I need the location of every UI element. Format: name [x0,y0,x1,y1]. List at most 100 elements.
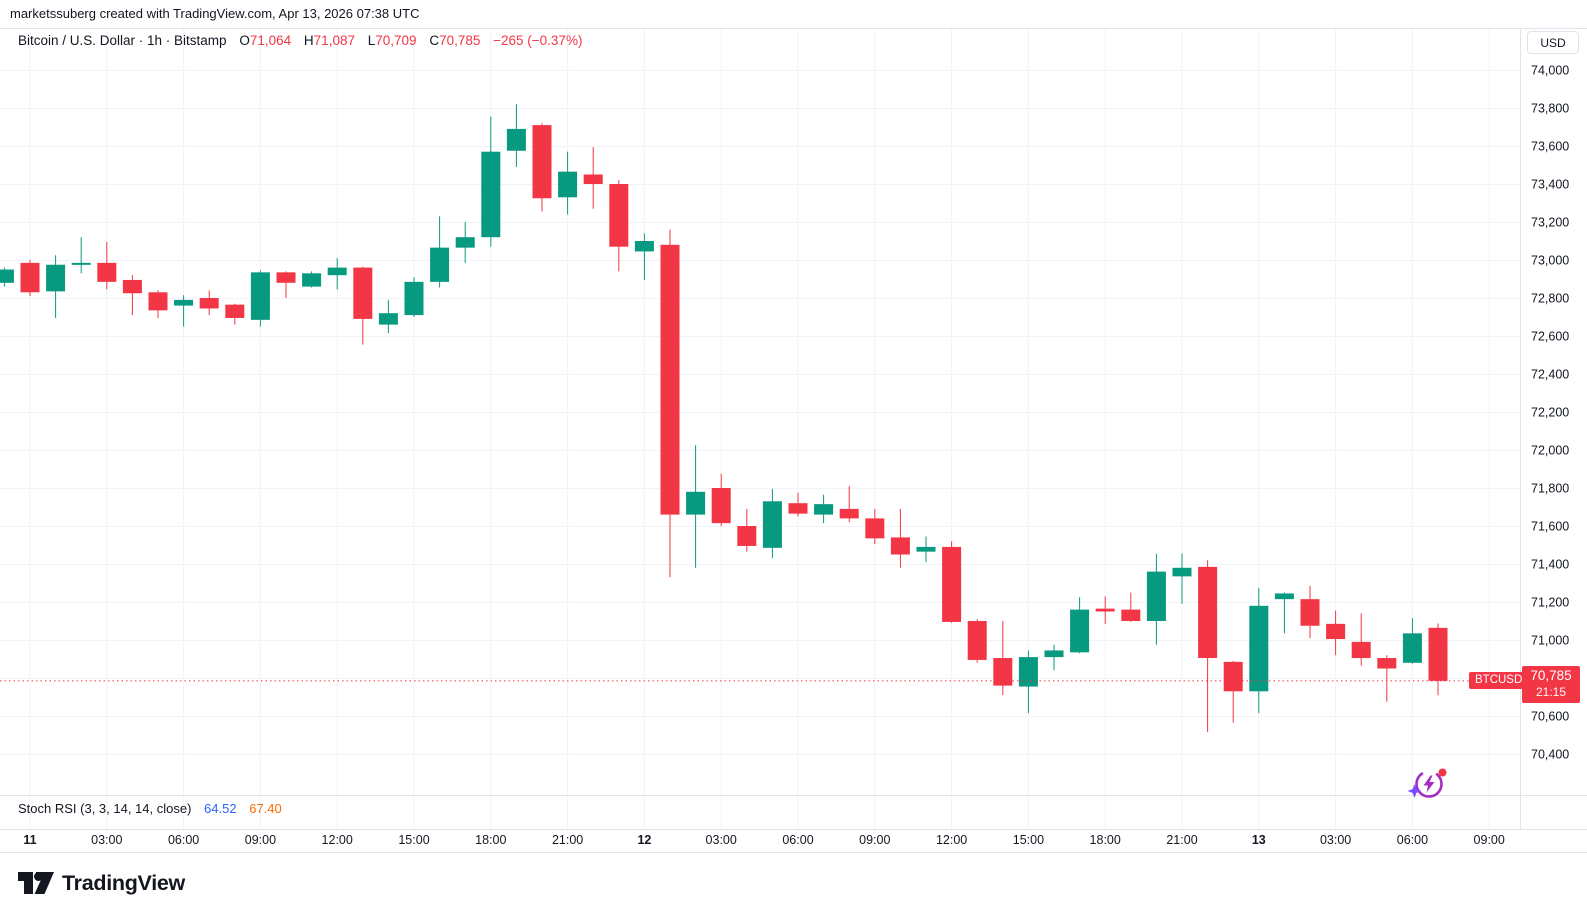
time-tick-label: 18:00 [1090,833,1121,847]
candle [1300,585,1320,639]
indicator-title[interactable]: Stoch RSI (3, 3, 14, 14, close) [18,801,192,816]
price-tick-label: 73,600 [1531,140,1569,154]
candle [506,104,526,167]
candle [634,233,654,280]
candle [993,621,1013,696]
price-tick-label: 72,000 [1531,444,1569,458]
last-price-value: 70,785 [1530,668,1572,683]
open-value: 71,064 [249,33,292,48]
bar-countdown: 21:15 [1535,685,1567,699]
candle [353,266,373,345]
candle [327,258,347,290]
spark-ai-icon[interactable] [1406,764,1452,806]
candlestick-series [0,104,1448,733]
close-label: C [429,33,440,48]
price-tick-label: 71,400 [1531,558,1569,572]
price-axis[interactable] [1521,28,1587,829]
time-tick-label: 09:00 [1474,833,1505,847]
time-tick-label: 21:00 [1166,833,1197,847]
price-tick-label: 72,200 [1531,406,1569,420]
candle [814,494,834,524]
time-axis[interactable] [0,829,1587,852]
candle [455,222,475,263]
candle [1428,623,1448,696]
symbol-header: Bitcoin / U.S. Dollar · 1h · Bitstamp O7… [18,33,582,48]
candle [1018,650,1038,714]
open-label: O [239,33,250,48]
candle [250,270,270,327]
price-tick-label: 71,000 [1531,634,1569,648]
tradingview-logo-text: TradingView [62,870,185,895]
time-tick-label: 12:00 [322,833,353,847]
time-tick-label: 21:00 [552,833,583,847]
candle [20,260,40,297]
ticker-label-tag: BTCUSD [1469,672,1529,689]
candle [1249,587,1269,714]
candle [1095,596,1115,624]
price-tick-label: 71,200 [1531,596,1569,610]
time-tick-label: 11 [23,833,36,847]
time-tick-label: 15:00 [1013,833,1044,847]
candle [865,508,885,545]
candle [378,299,398,334]
candle [1402,618,1422,664]
candle [148,290,168,318]
price-tick-label: 72,600 [1531,330,1569,344]
symbol-title[interactable]: Bitcoin / U.S. Dollar · 1h · Bitstamp [18,33,227,48]
high-value: 71,087 [313,33,355,48]
candle [1146,553,1166,645]
time-tick-label: 15:00 [398,833,429,847]
low-value: 70,709 [375,33,417,48]
candle [1274,592,1294,634]
low-label: L [367,33,376,48]
candle [942,541,962,623]
stoch-d-value: 67.40 [249,801,282,816]
candle [481,116,501,247]
candle [583,146,603,209]
candle [1351,613,1371,666]
time-tick-label: 06:00 [782,833,813,847]
high-label: H [303,33,314,48]
candle [686,445,706,568]
price-tick-label: 72,400 [1531,368,1569,382]
candle [122,275,142,316]
price-tick-label: 71,600 [1531,520,1569,534]
time-tick-label: 09:00 [245,833,276,847]
attribution-text: marketssuberg created with TradingView.c… [10,6,420,21]
candle [1377,655,1397,702]
chart-canvas[interactable]: 74,000 73,800 73,600 73,400 73,200 73,000 72,8… [0,0,1587,860]
price-tick-label: 71,800 [1531,482,1569,496]
tradingview-logo[interactable]: TradingView [18,870,185,896]
price-tick-label: 73,000 [1531,254,1569,268]
price-tick-label: 74,000 [1531,64,1569,78]
candle [839,486,859,523]
currency-toggle-button[interactable]: USD [1527,31,1579,54]
candle [1044,644,1064,671]
time-tick-label: 03:00 [91,833,122,847]
change-value: −265 (−0.37%) [493,33,583,48]
candle [1223,660,1243,723]
candle [711,473,731,526]
price-tick-label: 73,800 [1531,102,1569,116]
candle [558,151,578,215]
candle [737,508,757,552]
last-price-box: 70,785 21:15 [1522,666,1580,703]
price-tick-label: 73,400 [1531,178,1569,192]
indicator-legend: Stoch RSI (3, 3, 14, 14, close) 64.52 67… [18,801,282,816]
candle [1121,592,1141,622]
candle [302,271,322,288]
candle [1070,597,1090,654]
candle [1172,553,1192,604]
price-tick-label: 70,400 [1531,748,1569,762]
price-tick-label: 72,800 [1531,292,1569,306]
time-tick-label: 03:00 [706,833,737,847]
stoch-k-value: 64.52 [204,801,237,816]
time-tick-label: 03:00 [1320,833,1351,847]
candle [532,123,552,212]
time-tick-label: 09:00 [859,833,890,847]
tradingview-logo-mark [18,872,54,894]
candle [225,303,245,325]
candle [71,237,91,274]
price-tick-label: 73,200 [1531,216,1569,230]
candle [404,277,424,317]
